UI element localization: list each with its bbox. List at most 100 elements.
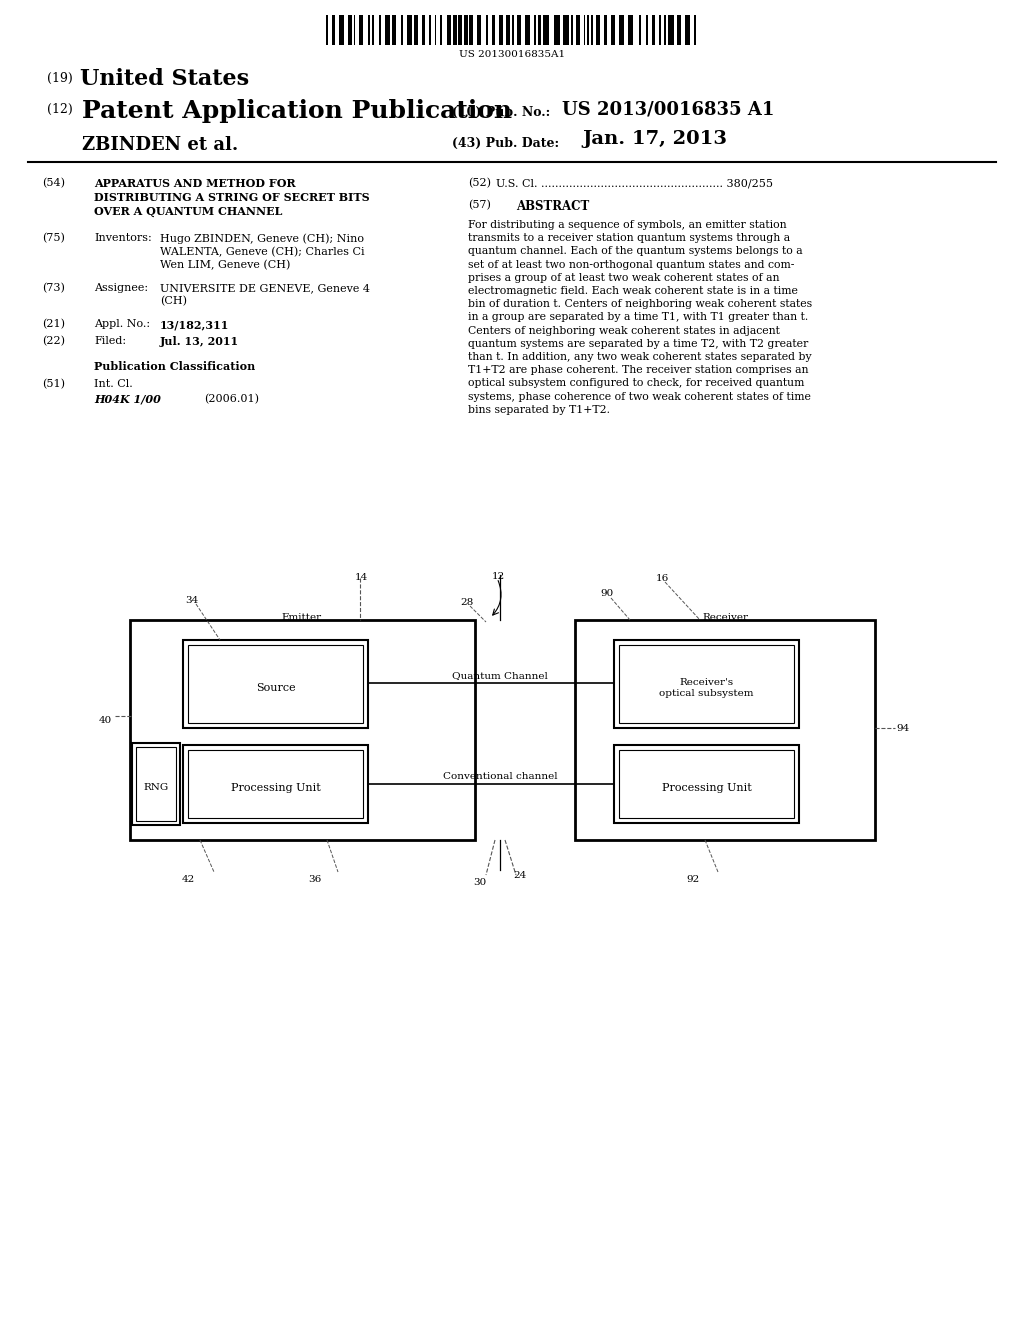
Bar (591, 15, 593, 45)
Text: U.S. Cl. .................................................... 380/255: U.S. Cl. ...............................… (496, 178, 773, 187)
Text: bins separated by T1+T2.: bins separated by T1+T2. (468, 405, 610, 414)
Text: Assignee:: Assignee: (94, 282, 148, 293)
Bar (392, 15, 396, 45)
Bar (415, 15, 418, 45)
Bar (353, 15, 355, 45)
Text: H04K 1/00: H04K 1/00 (94, 393, 161, 405)
Bar (604, 15, 607, 45)
Text: (54): (54) (42, 178, 65, 189)
Text: electromagnetic field. Each weak coherent state is in a time: electromagnetic field. Each weak coheren… (468, 286, 798, 296)
Bar (183, 744, 368, 822)
Text: transmits to a receiver station quantum systems through a: transmits to a receiver station quantum … (468, 234, 791, 243)
Text: Publication Classification: Publication Classification (94, 360, 255, 372)
Text: Receiver's
optical subsystem: Receiver's optical subsystem (659, 678, 754, 698)
Bar (492, 15, 496, 45)
Text: APPARATUS AND METHOD FOR
DISTRIBUTING A STRING OF SECRET BITS
OVER A QUANTUM CHA: APPARATUS AND METHOD FOR DISTRIBUTING A … (94, 178, 370, 218)
Bar (440, 15, 442, 45)
Text: in a group are separated by a time T1, with T1 greater than t.: in a group are separated by a time T1, w… (468, 313, 808, 322)
Bar (132, 743, 180, 825)
Text: Patent Application Publication: Patent Application Publication (82, 99, 512, 123)
Bar (596, 15, 600, 45)
Bar (447, 15, 452, 45)
Text: Int. Cl.: Int. Cl. (94, 379, 133, 389)
Bar (369, 15, 370, 45)
Text: US 20130016835A1: US 20130016835A1 (459, 50, 565, 59)
Text: Processing Unit: Processing Unit (230, 783, 321, 793)
Text: 90: 90 (600, 589, 613, 598)
Bar (136, 747, 176, 821)
Text: Processing Unit: Processing Unit (662, 783, 752, 793)
Bar (587, 15, 589, 45)
Bar (348, 15, 352, 45)
Bar (584, 15, 586, 45)
Bar (379, 15, 381, 45)
Text: Centers of neighboring weak coherent states in adjacent: Centers of neighboring weak coherent sta… (468, 326, 780, 335)
Bar (575, 620, 874, 840)
Text: RNG: RNG (143, 784, 169, 792)
Text: 36: 36 (308, 875, 322, 884)
Bar (538, 15, 542, 45)
Text: Jan. 17, 2013: Jan. 17, 2013 (582, 129, 727, 148)
Text: (51): (51) (42, 379, 65, 389)
Text: (2006.01): (2006.01) (204, 393, 259, 404)
Bar (339, 15, 344, 45)
Text: bin of duration t. Centers of neighboring weak coherent states: bin of duration t. Centers of neighborin… (468, 300, 812, 309)
Bar (499, 15, 503, 45)
Bar (685, 15, 690, 45)
Text: UNIVERSITE DE GENEVE, Geneve 4
(CH): UNIVERSITE DE GENEVE, Geneve 4 (CH) (160, 282, 370, 306)
Text: 34: 34 (185, 597, 199, 605)
Text: (75): (75) (42, 234, 65, 243)
Text: Hugo ZBINDEN, Geneve (CH); Nino
WALENTA, Geneve (CH); Charles Ci
Wen LIM, Geneve: Hugo ZBINDEN, Geneve (CH); Nino WALENTA,… (160, 234, 365, 271)
Text: quantum channel. Each of the quantum systems belongs to a: quantum channel. Each of the quantum sys… (468, 247, 803, 256)
Text: ABSTRACT: ABSTRACT (516, 201, 590, 213)
Text: 14: 14 (355, 573, 369, 582)
Bar (524, 15, 530, 45)
Text: optical subsystem configured to check, for received quantum: optical subsystem configured to check, f… (468, 379, 805, 388)
Bar (183, 640, 368, 729)
Bar (659, 15, 660, 45)
Text: For distributing a sequence of symbols, an emitter station: For distributing a sequence of symbols, … (468, 220, 786, 230)
Text: systems, phase coherence of two weak coherent states of time: systems, phase coherence of two weak coh… (468, 392, 811, 401)
Text: (10) Pub. No.:: (10) Pub. No.: (452, 106, 550, 119)
Bar (469, 15, 473, 45)
Text: (52): (52) (468, 178, 490, 189)
Bar (534, 15, 536, 45)
Bar (486, 15, 487, 45)
Text: quantum systems are separated by a time T2, with T2 greater: quantum systems are separated by a time … (468, 339, 808, 348)
Bar (677, 15, 681, 45)
Bar (429, 15, 431, 45)
Text: Jul. 13, 2011: Jul. 13, 2011 (160, 337, 240, 347)
Bar (506, 15, 510, 45)
Bar (464, 15, 468, 45)
Bar (614, 640, 799, 729)
Bar (563, 15, 569, 45)
Bar (665, 15, 667, 45)
Text: (57): (57) (468, 201, 490, 210)
Bar (577, 15, 580, 45)
Bar (477, 15, 480, 45)
Text: ZBINDEN et al.: ZBINDEN et al. (82, 136, 239, 154)
Text: Emitter: Emitter (282, 612, 323, 622)
Text: 16: 16 (656, 574, 670, 583)
Text: Appl. No.:: Appl. No.: (94, 319, 151, 329)
Bar (543, 15, 549, 45)
Bar (332, 15, 335, 45)
Text: 94: 94 (896, 723, 909, 733)
Bar (694, 15, 695, 45)
Bar (188, 645, 362, 723)
Bar (359, 15, 362, 45)
Bar (646, 15, 648, 45)
Text: 13/182,311: 13/182,311 (160, 319, 229, 330)
Text: 24: 24 (513, 871, 526, 880)
Text: Receiver: Receiver (702, 612, 748, 622)
Bar (614, 744, 799, 822)
Text: (12): (12) (47, 103, 73, 116)
Bar (188, 750, 362, 818)
Bar (459, 15, 462, 45)
Bar (401, 15, 403, 45)
Text: 28: 28 (460, 598, 473, 607)
Bar (385, 15, 390, 45)
Bar (611, 15, 614, 45)
Bar (130, 620, 475, 840)
Text: than t. In addition, any two weak coherent states separated by: than t. In addition, any two weak cohere… (468, 352, 812, 362)
